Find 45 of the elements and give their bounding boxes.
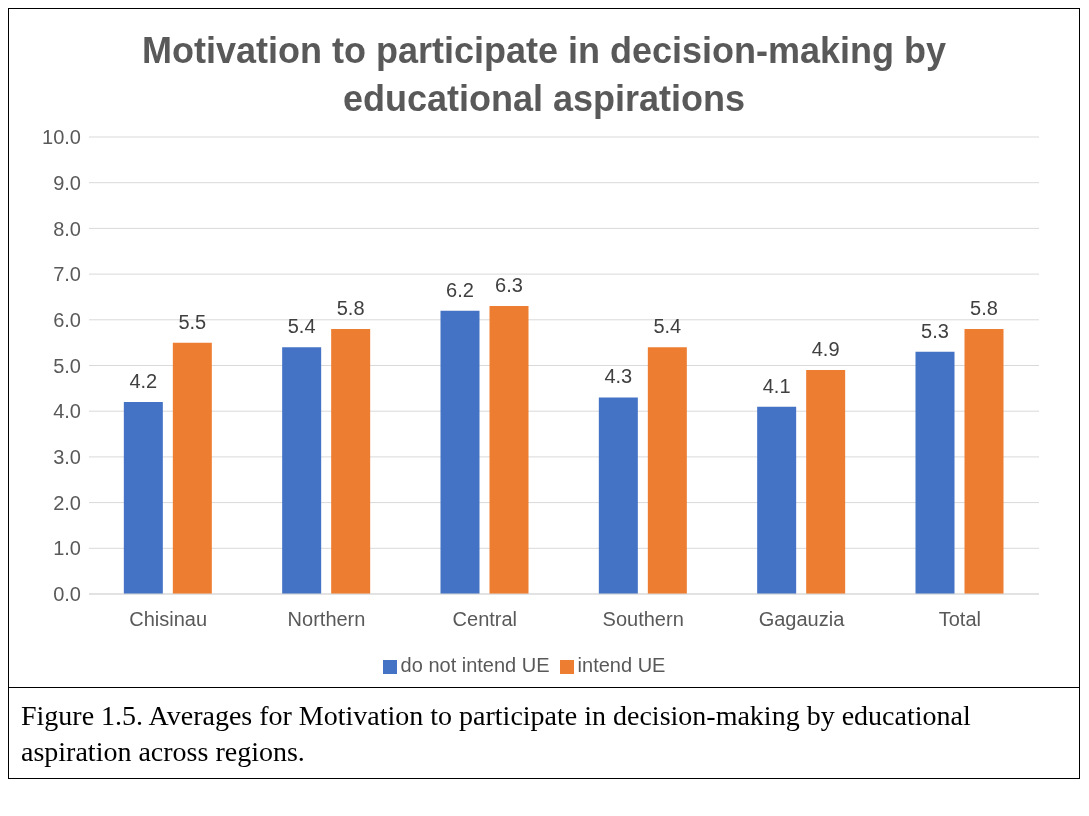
data-label: 5.4 [287, 315, 316, 338]
data-label: 6.2 [446, 278, 474, 301]
y-tick-label: 3.0 [53, 446, 81, 468]
bar [598, 397, 638, 594]
y-tick-label: 5.0 [53, 354, 81, 377]
data-label: 5.5 [178, 310, 207, 333]
bar [915, 351, 955, 594]
bar [489, 306, 529, 594]
y-tick-label: 4.0 [53, 400, 81, 423]
x-tick-label: Gagauzia [758, 608, 846, 631]
data-label: 5.3 [921, 319, 949, 342]
chart-title: Motivation to participate in decision-making by educational aspirations [140, 29, 948, 121]
x-tick-label: Central [452, 608, 518, 631]
legend-label: intend UE [577, 654, 666, 676]
data-label: 4.2 [129, 370, 158, 393]
bar [647, 347, 687, 594]
y-tick-label: 10.0 [42, 126, 81, 149]
data-label: 5.8 [336, 296, 365, 319]
caption: Figure 1.5. Averages for Motivation to participate in decision-making by educational aspiration across regions. [9, 687, 1079, 778]
x-tick-label: Northern [287, 608, 366, 631]
bar [282, 347, 322, 594]
y-tick-label: 9.0 [53, 171, 81, 194]
data-label: 5.4 [653, 315, 682, 338]
y-tick-label: 7.0 [53, 263, 81, 286]
y-tick-label: 8.0 [53, 217, 81, 240]
bar [172, 342, 212, 594]
data-label: 4.3 [604, 365, 633, 388]
data-label: 4.9 [811, 338, 840, 361]
y-tick-label: 6.0 [53, 308, 81, 331]
y-tick-label: 1.0 [53, 537, 81, 560]
legend-label: do not intend UE [400, 654, 550, 676]
bar [757, 406, 797, 594]
bar [123, 402, 163, 594]
data-label: 6.3 [495, 274, 523, 297]
y-tick-label: 0.0 [53, 583, 81, 606]
data-label: 5.8 [970, 296, 998, 319]
bar [806, 370, 846, 594]
data-label: 4.1 [762, 374, 791, 397]
bar [964, 328, 1004, 594]
y-tick-label: 2.0 [53, 491, 81, 514]
x-tick-label: Chisinau [129, 608, 208, 631]
x-tick-label: Southern [602, 608, 684, 631]
x-tick-label: Total [938, 608, 981, 631]
bar [331, 328, 371, 594]
bar [440, 310, 480, 594]
